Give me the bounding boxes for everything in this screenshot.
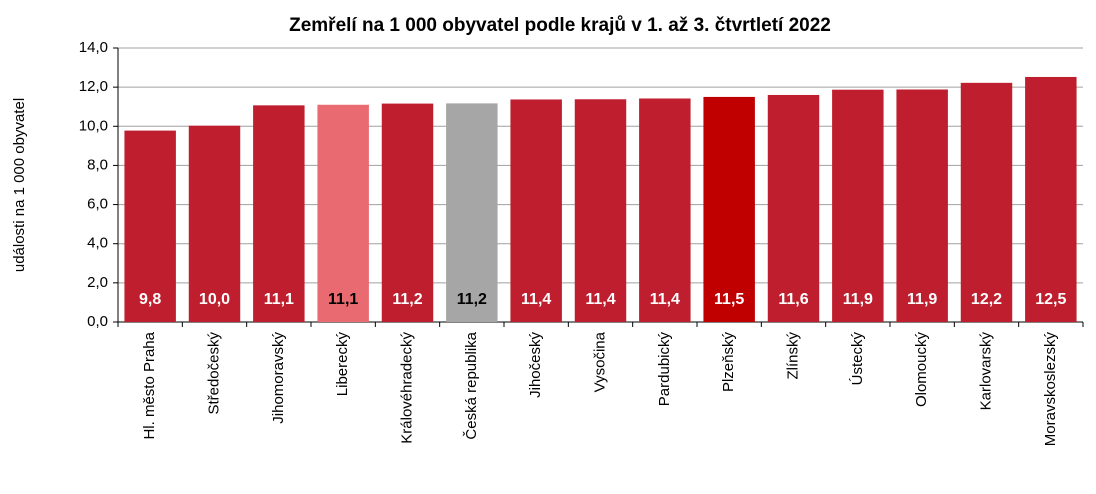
bar (832, 89, 884, 323)
bar (639, 98, 691, 322)
value-label: 11,2 (457, 291, 487, 308)
x-tick-label: Liberecký (334, 332, 351, 397)
y-tick-label: 4,0 (87, 235, 108, 252)
bar (446, 103, 498, 322)
x-tick-label: Ústecký (849, 332, 866, 386)
x-tick-label: Moravskoslezský (1042, 332, 1059, 447)
value-label: 11,4 (650, 291, 680, 308)
value-label: 11,6 (778, 291, 808, 308)
y-axis-title: události na 1 000 obyvatel (11, 98, 28, 272)
x-tick-label: Zlínský (784, 332, 801, 380)
value-label: 10,0 (199, 291, 230, 308)
bar (510, 99, 562, 322)
bar (1025, 76, 1077, 322)
y-tick-label: 0,0 (87, 313, 108, 330)
x-tick-label: Karlovarský (977, 332, 994, 411)
x-tick-label: Jihomoravský (270, 332, 287, 424)
value-label: 11,4 (521, 291, 551, 308)
x-tick-label: Vysočina (591, 331, 608, 392)
value-label: 11,5 (714, 291, 744, 308)
y-tick-label: 14,0 (79, 39, 108, 56)
x-tick-label: Česká republika (463, 331, 480, 439)
x-tick-label: Královéhradecký (398, 332, 415, 444)
bar (574, 99, 627, 322)
value-label: 11,9 (843, 291, 873, 308)
y-tick-label: 6,0 (87, 196, 108, 213)
y-tick-label: 2,0 (87, 274, 108, 291)
bar (253, 105, 305, 322)
x-tick-label: Středočeský (205, 332, 222, 415)
value-label: 12,5 (1035, 291, 1066, 308)
chart-title: Zemřelí na 1 000 obyvatel podle krajů v … (289, 15, 831, 36)
bar (703, 96, 755, 322)
x-tick-label: Jihočeský (527, 332, 544, 398)
value-label: 11,1 (328, 291, 358, 308)
value-label: 12,2 (971, 291, 1002, 308)
y-tick-label: 12,0 (79, 78, 108, 95)
value-label: 11,2 (392, 291, 422, 308)
bar (960, 82, 1013, 322)
value-label: 11,4 (585, 291, 615, 308)
bar (124, 130, 176, 322)
y-tick-label: 8,0 (87, 156, 108, 173)
x-tick-label: Plzeňský (720, 332, 737, 393)
value-label: 11,1 (264, 291, 294, 308)
bar (767, 94, 820, 322)
x-tick-label: Pardubický (656, 332, 673, 407)
bar (317, 104, 369, 322)
bar (896, 89, 948, 323)
x-tick-label: Hl. město Praha (141, 331, 158, 439)
y-tick-label: 10,0 (79, 117, 108, 134)
bar (188, 125, 241, 322)
value-label: 9,8 (139, 291, 161, 308)
x-tick-label: Olomoucký (913, 332, 930, 408)
bar (381, 103, 434, 322)
value-label: 11,9 (907, 291, 937, 308)
